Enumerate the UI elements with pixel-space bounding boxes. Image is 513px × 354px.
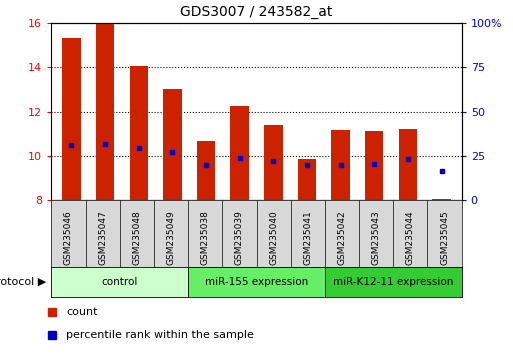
Text: GSM235048: GSM235048 xyxy=(132,210,141,265)
Bar xyxy=(331,130,350,200)
Text: miR-155 expression: miR-155 expression xyxy=(205,277,308,287)
Bar xyxy=(264,125,283,200)
Text: GSM235044: GSM235044 xyxy=(406,210,415,265)
Text: GSM235047: GSM235047 xyxy=(98,210,107,265)
Bar xyxy=(365,131,384,200)
Bar xyxy=(230,106,249,200)
Bar xyxy=(399,129,417,200)
Text: GSM235042: GSM235042 xyxy=(338,210,346,265)
Title: GDS3007 / 243582_at: GDS3007 / 243582_at xyxy=(180,5,333,19)
Text: protocol ▶: protocol ▶ xyxy=(0,277,46,287)
Bar xyxy=(96,23,114,200)
Bar xyxy=(298,159,316,200)
Text: GSM235049: GSM235049 xyxy=(167,210,175,265)
Bar xyxy=(197,141,215,200)
Text: percentile rank within the sample: percentile rank within the sample xyxy=(66,330,254,340)
Text: miR-K12-11 expression: miR-K12-11 expression xyxy=(333,277,453,287)
Text: GSM235038: GSM235038 xyxy=(201,210,210,265)
Text: GSM235046: GSM235046 xyxy=(64,210,73,265)
Bar xyxy=(62,39,81,200)
Text: control: control xyxy=(102,277,138,287)
Bar xyxy=(129,66,148,200)
Bar xyxy=(432,199,451,200)
Text: GSM235045: GSM235045 xyxy=(440,210,449,265)
Text: GSM235041: GSM235041 xyxy=(303,210,312,265)
Text: count: count xyxy=(66,307,97,316)
Text: GSM235043: GSM235043 xyxy=(372,210,381,265)
Text: GSM235039: GSM235039 xyxy=(235,210,244,265)
Bar xyxy=(163,89,182,200)
Text: GSM235040: GSM235040 xyxy=(269,210,278,265)
